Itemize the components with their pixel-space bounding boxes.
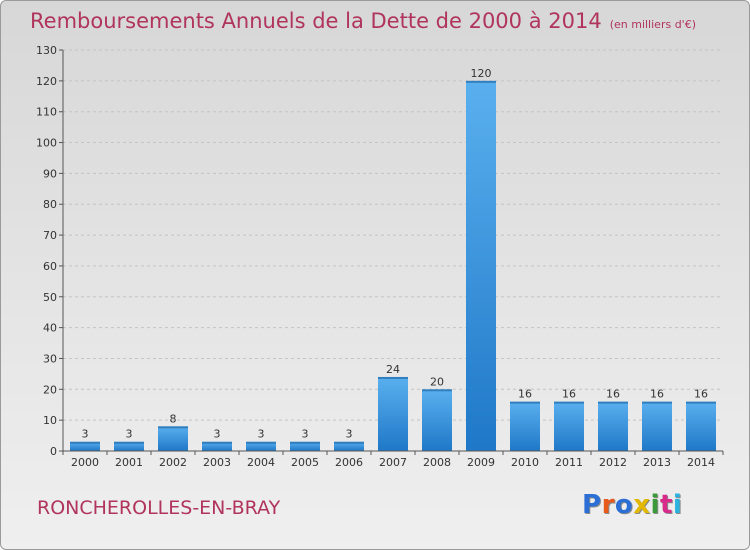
- bar-top-edge: [422, 389, 452, 392]
- data-label: 16: [650, 388, 664, 401]
- data-label: 20: [430, 375, 444, 388]
- bar-top-edge: [510, 401, 540, 404]
- axes: [59, 49, 724, 455]
- chart-title: Remboursements Annuels de la Dette de 20…: [30, 9, 696, 33]
- x-tick-label: 2011: [555, 456, 583, 469]
- data-label: 3: [346, 428, 353, 441]
- x-tick-label: 2008: [423, 456, 451, 469]
- y-tick-label: 130: [36, 44, 57, 57]
- bar: [114, 441, 144, 451]
- bar-top-edge: [158, 426, 188, 429]
- logo-letter: r: [601, 490, 615, 520]
- logo-letter: o: [614, 490, 634, 520]
- y-tick-label: 70: [43, 229, 57, 242]
- x-tick-label: 2002: [159, 456, 187, 469]
- y-tick-label: 10: [43, 414, 57, 427]
- bar-top-edge: [378, 376, 408, 379]
- bars: [70, 80, 716, 451]
- x-tick-label: 2014: [687, 456, 715, 469]
- logo-letter: x: [633, 490, 651, 520]
- x-tick-label: 2009: [467, 456, 495, 469]
- bar: [554, 401, 584, 451]
- x-tick-label: 2001: [115, 456, 143, 469]
- bar-top-edge: [466, 80, 496, 83]
- proxiti-logo: Proxiti: [582, 490, 682, 520]
- x-tick-label: 2005: [291, 456, 319, 469]
- bar-top-edge: [334, 441, 364, 444]
- bar: [70, 441, 100, 451]
- data-label: 3: [302, 428, 309, 441]
- y-tick-label: 30: [43, 352, 57, 365]
- bar: [290, 441, 320, 451]
- bar: [598, 401, 628, 451]
- title-main: Remboursements Annuels de la Dette de 20…: [30, 9, 602, 33]
- logo-letter: P: [582, 490, 602, 520]
- y-tick-label: 20: [43, 383, 57, 396]
- y-tick-label: 0: [50, 445, 57, 458]
- bar-top-edge: [246, 441, 276, 444]
- data-label: 24: [386, 363, 400, 376]
- bar: [686, 401, 716, 451]
- x-tick-label: 2012: [599, 456, 627, 469]
- bar-top-edge: [598, 401, 628, 404]
- data-label: 3: [126, 428, 133, 441]
- x-tick-label: 2013: [643, 456, 671, 469]
- data-label: 8: [170, 412, 177, 425]
- bar-top-edge: [70, 441, 100, 444]
- bar: [246, 441, 276, 451]
- bar-top-edge: [686, 401, 716, 404]
- x-tick-label: 2010: [511, 456, 539, 469]
- bar: [510, 401, 540, 451]
- data-label: 16: [606, 388, 620, 401]
- data-label: 3: [258, 428, 265, 441]
- logo-letter: t: [659, 490, 673, 520]
- commune-name: RONCHEROLLES-EN-BRAY: [37, 497, 281, 519]
- x-tick-label: 2007: [379, 456, 407, 469]
- y-tick-label: 80: [43, 198, 57, 211]
- bar: [466, 80, 496, 451]
- bar: [334, 441, 364, 451]
- data-label: 16: [518, 388, 532, 401]
- bar-top-edge: [554, 401, 584, 404]
- data-label: 120: [471, 67, 492, 80]
- tick-labels: 0 10 20 30 40 50 60 70 80 90 100 110 120 130 3 2000 3 200…: [36, 44, 715, 469]
- y-tick-label: 60: [43, 260, 57, 273]
- x-tick-label: 2006: [335, 456, 363, 469]
- data-label: 16: [694, 388, 708, 401]
- x-tick-label: 2003: [203, 456, 231, 469]
- bar: [422, 389, 452, 451]
- bar: [378, 376, 408, 451]
- bar-top-edge: [202, 441, 232, 444]
- title-unit: (en milliers d'€): [609, 18, 696, 31]
- x-tick-label: 2000: [71, 456, 99, 469]
- data-label: 3: [214, 428, 221, 441]
- logo-letter: i: [650, 490, 660, 520]
- bar-top-edge: [114, 441, 144, 444]
- bar: [202, 441, 232, 451]
- y-tick-label: 110: [36, 106, 57, 119]
- bar: [158, 426, 188, 451]
- y-tick-label: 90: [43, 167, 57, 180]
- y-tick-label: 100: [36, 137, 57, 150]
- y-tick-label: 120: [36, 75, 57, 88]
- bar-top-edge: [290, 441, 320, 444]
- data-label: 3: [82, 428, 89, 441]
- logo-letter: i: [672, 490, 683, 520]
- y-tick-label: 40: [43, 322, 57, 335]
- x-tick-label: 2004: [247, 456, 275, 469]
- bar-top-edge: [642, 401, 672, 404]
- data-label: 16: [562, 388, 576, 401]
- bar: [642, 401, 672, 451]
- y-tick-label: 50: [43, 291, 57, 304]
